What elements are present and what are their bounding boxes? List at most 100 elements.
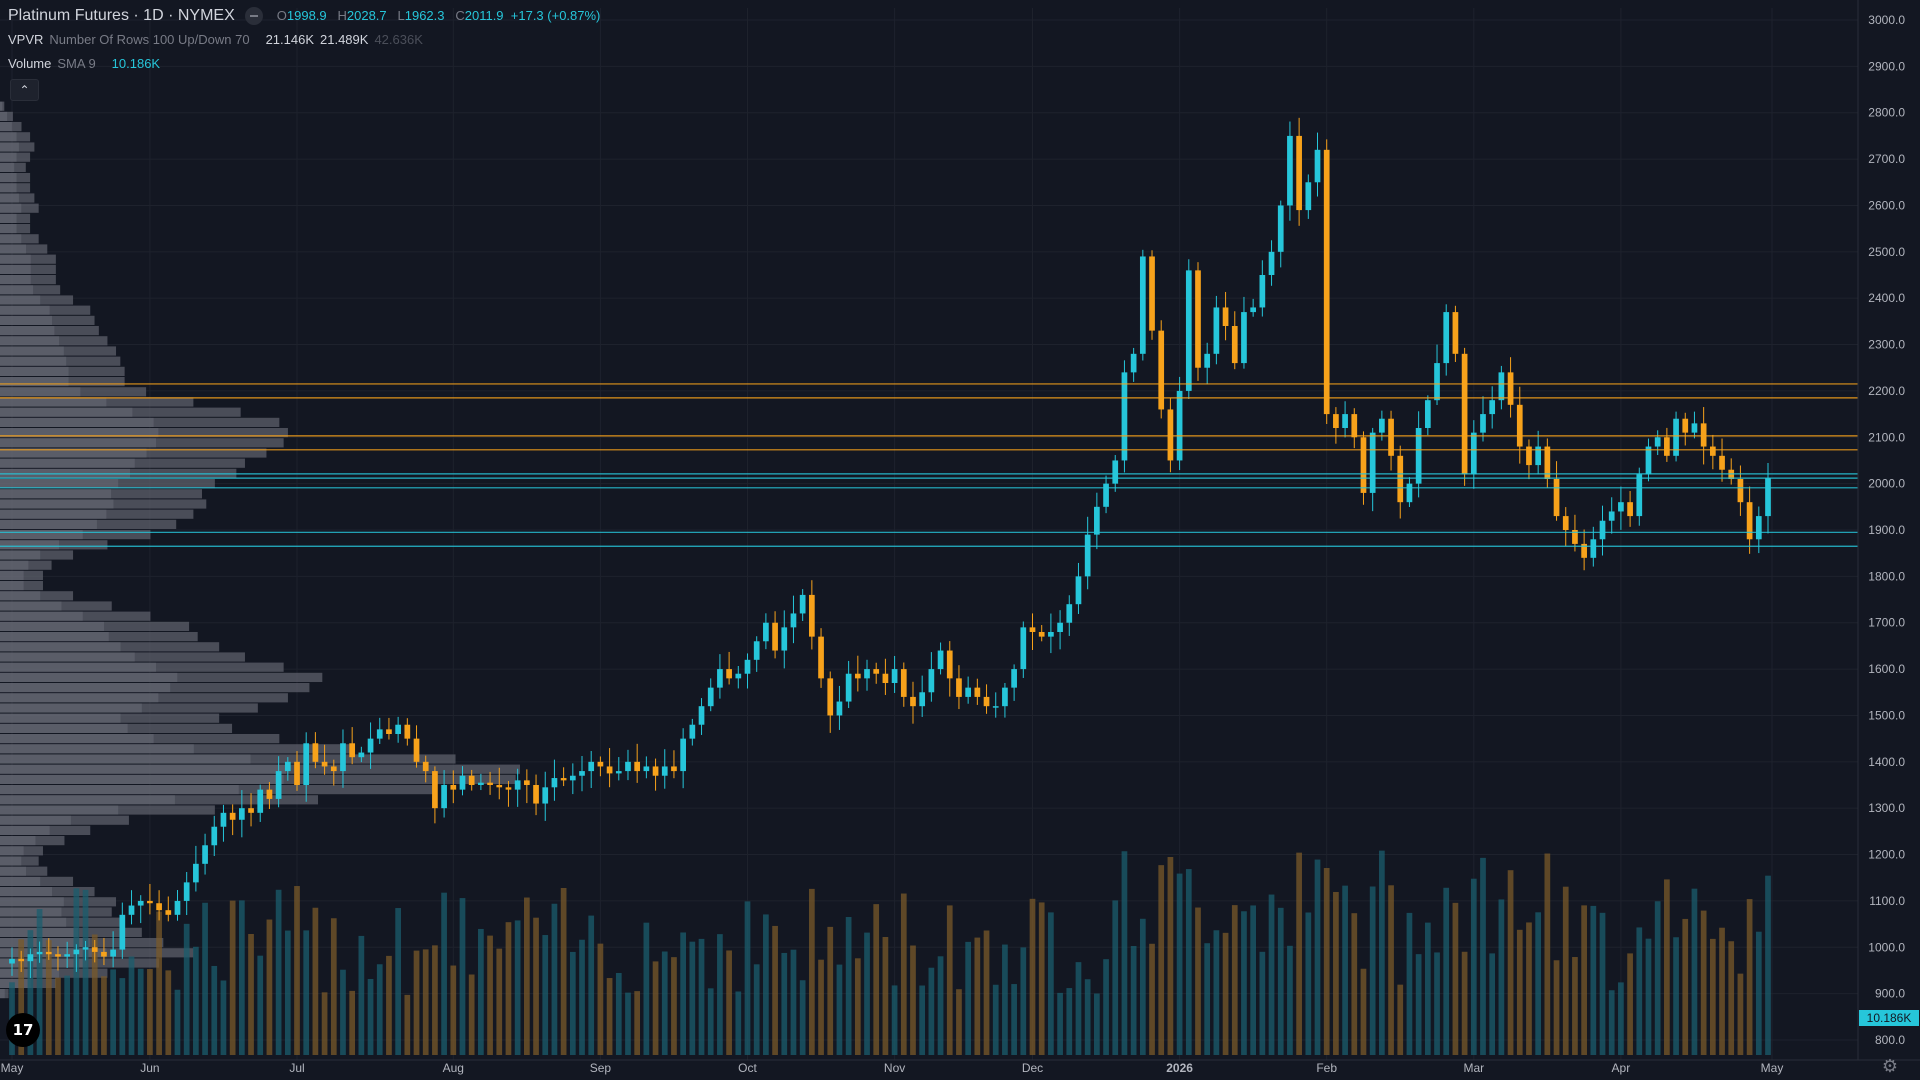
profile-bar	[0, 254, 56, 264]
profile-bar-up	[0, 264, 31, 274]
candle-body	[1424, 400, 1431, 428]
volume-bar	[1461, 951, 1468, 1055]
candle-body	[1489, 400, 1496, 415]
volume-bar	[321, 992, 328, 1055]
profile-bar-up	[0, 356, 67, 366]
candle-body	[1314, 149, 1321, 183]
candle-body	[367, 738, 374, 753]
time-tick-label: Jul	[289, 1061, 304, 1075]
candle-body	[82, 947, 89, 950]
candle-body	[505, 787, 512, 790]
volume-bar	[937, 956, 944, 1055]
candle-body	[376, 729, 383, 739]
candle-body	[726, 669, 732, 679]
profile-bar-up	[0, 734, 154, 744]
profile-bar-up	[0, 917, 67, 927]
volume-bar	[579, 939, 585, 1055]
candle-body	[1480, 414, 1486, 433]
profile-bar-up	[0, 958, 88, 968]
volume-bar	[1066, 988, 1073, 1055]
profile-bar-up	[0, 489, 112, 499]
volume-bar	[974, 937, 981, 1055]
profile-bar	[0, 417, 280, 427]
volume-bar	[1185, 869, 1192, 1055]
profile-bar-up	[0, 132, 17, 142]
candle-body	[1507, 372, 1514, 405]
volume-bar	[900, 893, 907, 1055]
candle-body	[707, 687, 714, 707]
candle-body	[27, 954, 34, 962]
volume-bar	[1342, 885, 1348, 1055]
volume-bar	[1388, 885, 1394, 1055]
volume-bar	[1149, 943, 1155, 1055]
candle-body	[202, 845, 208, 864]
volume-bar	[487, 935, 493, 1055]
candle-body	[1452, 312, 1459, 354]
price-tick-label: 2500.0	[1868, 245, 1905, 259]
volume-bar	[432, 945, 438, 1055]
volume-bar	[1296, 852, 1302, 1055]
candle-body	[1048, 632, 1054, 637]
candle-body	[625, 761, 631, 772]
candle-body	[1075, 576, 1082, 605]
volume-bar	[18, 939, 25, 1055]
candle-body	[55, 954, 61, 957]
volume-bar	[818, 959, 824, 1055]
price-tick-label: 2800.0	[1868, 106, 1905, 120]
volume-bar	[1011, 984, 1017, 1055]
profile-bar-up	[0, 152, 17, 162]
volume-legend[interactable]: Volume SMA 9 10.186K	[8, 56, 161, 71]
gear-icon[interactable]: ⚙	[1881, 1056, 1899, 1076]
volume-bar	[1562, 886, 1569, 1055]
volume-bar	[891, 985, 898, 1055]
volume-bar	[1112, 900, 1119, 1055]
profile-bar-up	[0, 275, 31, 285]
profile-bar-up	[0, 764, 286, 774]
tradingview-logo-icon[interactable]: 17	[6, 1013, 40, 1047]
candle-body	[1562, 516, 1569, 530]
candle-body	[156, 903, 162, 911]
profile-bar-up	[0, 122, 12, 132]
candle-body	[1765, 478, 1771, 517]
candle-body	[459, 775, 466, 790]
profile-bar	[0, 611, 151, 621]
market-status-icon[interactable]	[244, 7, 263, 25]
volume-bar	[707, 988, 714, 1055]
volume-bar	[376, 964, 383, 1055]
profile-bar	[0, 213, 31, 223]
volume-bar	[1360, 968, 1367, 1055]
collapse-legend-button[interactable]: ⌃	[10, 79, 39, 101]
price-axis[interactable]: 800.0 900.0 1000.0 1100.0 1200.0 1300.0 1400.0…	[1857, 0, 1920, 1080]
profile-bar	[0, 111, 13, 121]
profile-bar-up	[0, 581, 24, 591]
candle-body	[422, 761, 429, 772]
price-tick-label: 800.0	[1875, 1033, 1905, 1047]
symbol-title[interactable]: Platinum Futures · 1D · NYMEX	[8, 7, 235, 24]
time-axis[interactable]: May Jun Jul Aug Sep Oct Nov Dec 2026 Feb Mar Apr May	[0, 1059, 1920, 1075]
profile-bar	[0, 142, 35, 152]
volume-bar	[735, 991, 742, 1055]
volume-bar	[965, 941, 971, 1055]
volume-bar	[698, 938, 705, 1055]
candle-body	[579, 771, 585, 776]
volume-bar	[275, 889, 282, 1055]
volume-bar	[910, 945, 916, 1055]
candle-body	[1011, 669, 1017, 688]
volume-bar	[1544, 853, 1551, 1055]
time-tick-label: Dec	[1022, 1061, 1043, 1075]
candle-body	[1130, 353, 1137, 373]
volume-bar	[753, 964, 760, 1055]
volume-bar	[1700, 910, 1707, 1055]
candle-body	[735, 673, 742, 679]
candle-body	[1627, 502, 1633, 517]
candle-body	[772, 622, 778, 651]
candle-body	[781, 627, 788, 651]
volume-bar	[928, 967, 935, 1055]
vpvr-legend[interactable]: VPVR Number Of Rows 100 Up/Down 70 21.14…	[8, 32, 423, 47]
volume-bar	[615, 972, 622, 1055]
profile-bar	[0, 621, 190, 631]
candle-body	[1434, 363, 1440, 401]
profile-bar	[0, 570, 43, 580]
profile-bar	[0, 744, 353, 754]
